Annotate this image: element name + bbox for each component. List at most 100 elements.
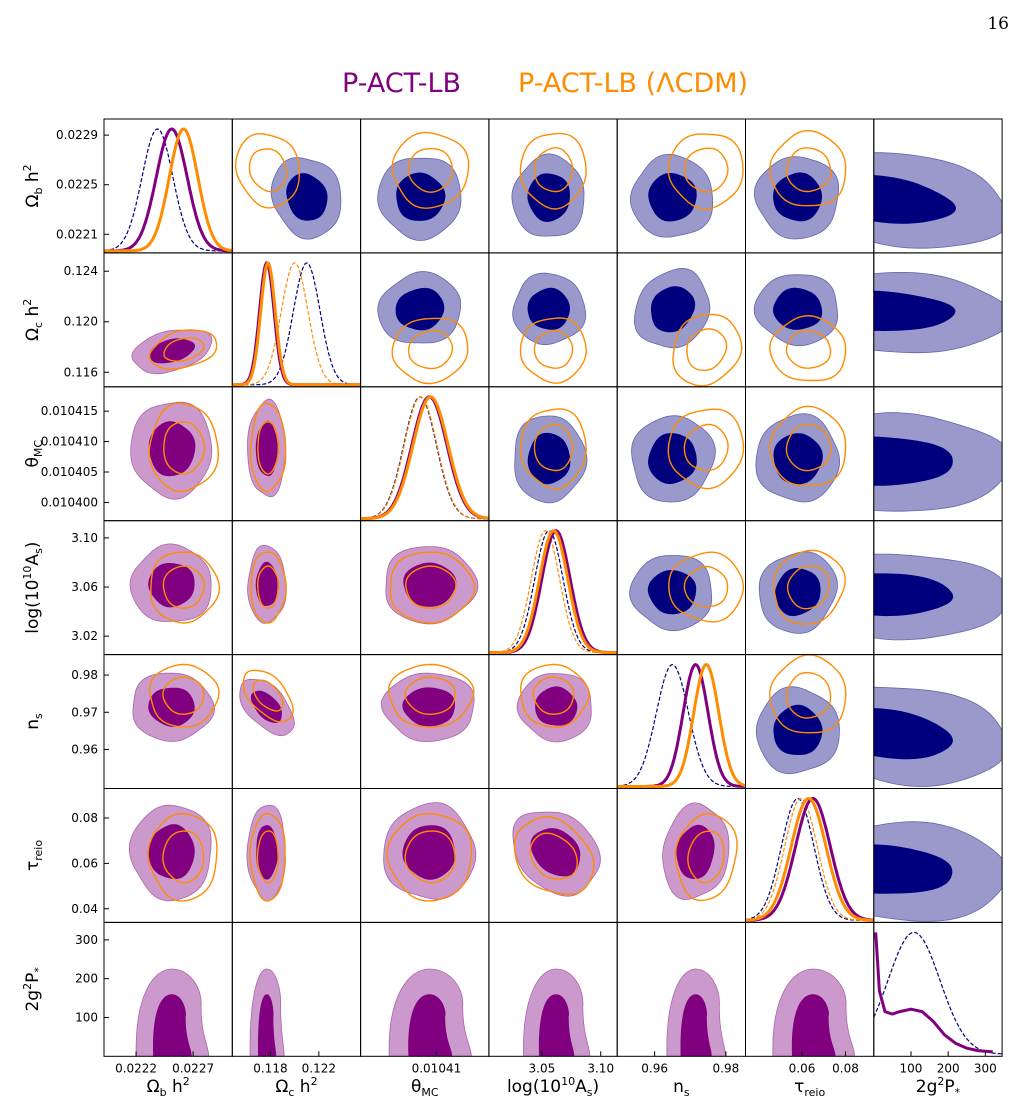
x-axis-label: log(1010As) — [507, 1075, 599, 1099]
contour-2sigma-orange — [250, 551, 287, 624]
panel-r4-c4 — [616, 654, 747, 789]
contour-1sigma-navy — [396, 172, 446, 221]
panel-r5-c3 — [488, 788, 618, 923]
contour-2sigma-orange — [769, 314, 847, 382]
y-tick-label: 0.124 — [64, 264, 98, 278]
contour-1sigma-orange — [163, 421, 206, 475]
x-tick-label: 0.98 — [713, 1061, 740, 1075]
contour-1sigma-orange — [529, 832, 578, 880]
y-tick-label: 3.06 — [71, 580, 98, 594]
panel-r5-c4 — [616, 788, 747, 923]
contour-1sigma-orange — [162, 565, 205, 609]
contour-2sigma-orange — [769, 129, 847, 207]
contour-1sigma-navy — [395, 287, 445, 331]
contour-1sigma-purple — [791, 994, 836, 1057]
contour-1sigma-navy — [527, 173, 570, 222]
panel-r5-c1 — [231, 788, 362, 923]
panel-r3-c5 — [745, 520, 875, 656]
contour-2sigma-orange — [513, 816, 595, 895]
contour-2sigma-orange — [391, 131, 470, 209]
panel-r5-c2 — [360, 788, 490, 923]
contour-1sigma-orange — [257, 565, 280, 609]
contour-2sigma-orange — [387, 663, 475, 728]
contour-2sigma-orange — [772, 549, 846, 625]
contour-1sigma-purple — [680, 994, 712, 1057]
y-tick-label: 0.010400 — [41, 495, 98, 509]
panel-r6-c6: 100 200 300 — [873, 921, 1003, 1075]
x-tick-label: 0.0227 — [172, 1061, 214, 1075]
contour-2sigma-orange — [242, 669, 294, 723]
x-axis-label: τreio — [794, 1077, 825, 1099]
x-tick-label: 0.08 — [832, 1061, 859, 1075]
contour-1sigma-orange — [407, 329, 454, 370]
marginal-purple — [232, 260, 361, 387]
marginal-dashed-navy — [104, 128, 233, 252]
x-tick-label: 200 — [937, 1061, 960, 1075]
y-tick-label: 0.97 — [71, 705, 98, 719]
contour-1sigma-purple — [256, 825, 279, 880]
x-tick-label: 300 — [974, 1061, 997, 1075]
contour-1sigma-orange — [785, 423, 832, 472]
marginal-dashed-navy — [617, 663, 746, 788]
legend-label-p-act-lb: P-ACT-LB — [342, 68, 462, 99]
contour-1sigma-purple — [148, 824, 195, 880]
x-axis-label: 2g2P* — [916, 1075, 961, 1099]
contour-1sigma-orange — [252, 679, 284, 712]
panel-r4-c3 — [488, 654, 618, 789]
panel-r2-c2 — [360, 386, 490, 522]
marginal-dashed-navy — [873, 931, 1003, 1055]
contour-1sigma-navy — [651, 286, 696, 333]
marginal-dashed-orange — [745, 797, 874, 921]
contour-1sigma-orange — [162, 676, 205, 715]
contour-2sigma-orange — [391, 317, 469, 385]
contour-2sigma-orange — [667, 408, 745, 490]
contour-1sigma-navy — [774, 568, 821, 617]
contour-2sigma-orange — [672, 313, 743, 387]
x-tick-label: 3.10 — [587, 1061, 614, 1075]
panel-r1-c5 — [745, 252, 875, 388]
panel-r4-c2 — [360, 654, 490, 789]
marginal-orange — [104, 127, 233, 253]
x-axis-label: θMC — [411, 1077, 439, 1099]
contour-1sigma-orange — [404, 676, 456, 716]
x-tick-label: 0.96 — [641, 1061, 668, 1075]
panel-r0-c6 — [873, 118, 1003, 254]
panel-frame — [231, 654, 362, 789]
contour-1sigma-purple — [257, 994, 277, 1057]
contour-1sigma-orange — [786, 565, 830, 610]
contour-1sigma-purple — [255, 420, 278, 477]
panel-r2-c6 — [873, 386, 1003, 522]
y-axis-label: log(1010As) — [21, 542, 45, 634]
contour-2sigma-orange — [149, 663, 220, 728]
panel-r4-c1 — [231, 654, 362, 789]
x-tick-label: 3.05 — [529, 1061, 556, 1075]
panel-r3-c3 — [488, 520, 618, 656]
panel-r1-c0: 0.116 0.120 0.124 — [64, 252, 233, 388]
marginal-purple — [874, 932, 993, 1054]
y-axis-label: Ωb h2 — [21, 164, 45, 207]
contour-1sigma-navy — [873, 844, 953, 894]
y-tick-label: 0.08 — [71, 811, 98, 825]
contour-1sigma-navy — [527, 287, 570, 330]
contour-1sigma-orange — [256, 830, 279, 884]
contour-2sigma-orange — [148, 329, 218, 371]
contour-1sigma-purple — [403, 562, 457, 607]
contour-1sigma-orange — [404, 830, 456, 884]
marginal-orange — [488, 529, 618, 655]
contour-2sigma-orange — [519, 408, 587, 490]
contour-1sigma-orange — [405, 565, 457, 609]
contour-1sigma-navy — [773, 287, 823, 330]
contour-1sigma-purple — [402, 825, 456, 880]
y-tick-label: 100 — [75, 1010, 98, 1024]
contour-1sigma-orange — [162, 830, 205, 884]
marginal-dashed-orange — [360, 396, 489, 520]
marginal-purple — [745, 796, 874, 922]
panel-r5-c6 — [873, 788, 1003, 923]
contour-1sigma-orange — [686, 328, 728, 371]
page-number: 16 — [987, 14, 1009, 34]
y-tick-label: 0.0225 — [56, 178, 98, 192]
contour-1sigma-purple — [148, 421, 196, 477]
x-tick-label: 0.06 — [789, 1061, 816, 1075]
y-tick-label: 0.04 — [71, 902, 98, 916]
contour-1sigma-orange — [687, 830, 725, 884]
